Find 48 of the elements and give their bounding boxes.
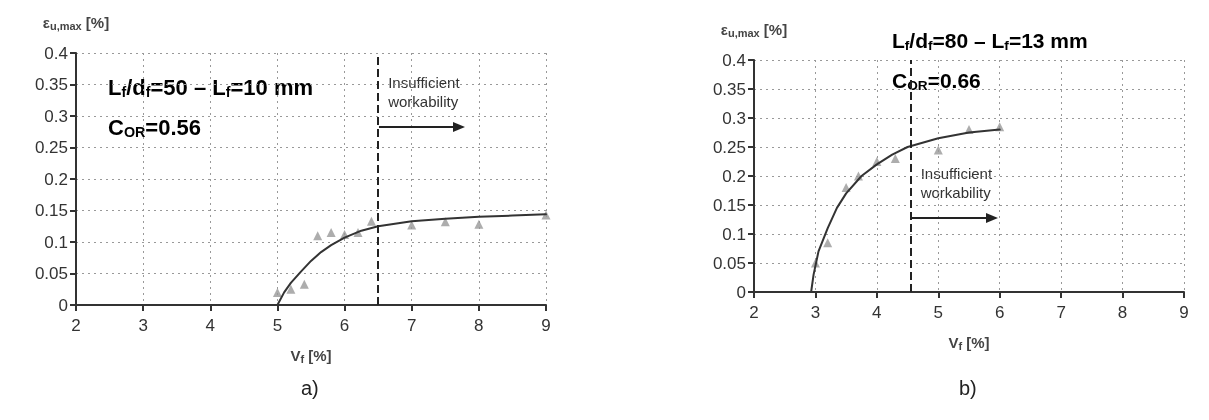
y-tick-label: 0.15 [712,195,746,215]
y-tick-label: 0.4 [722,50,746,70]
annotation: Insufficient workability [387,73,461,110]
x-tick-label: 2 [749,303,759,322]
x-tick-label: 3 [138,316,148,335]
x-tick-label: 9 [541,316,551,335]
x-tick-label: 5 [272,316,283,335]
y-tick-label: 0.05 [34,264,68,283]
x-axis-title: Vf [%] [290,347,332,365]
y-tick-label: 0.35 [34,75,68,94]
y-tick-label: 0.3 [722,108,746,128]
text: a) [301,377,319,399]
x-tick-label: 6 [339,316,350,335]
annotation: COR=0.56 [108,114,201,140]
y-axis-title: εu,max [%] [720,21,788,39]
x-axis-title: Vf [%] [948,334,990,352]
x-tick-label: 8 [474,316,484,335]
x-tick-label: 3 [810,303,821,322]
y-tick-label: 0.25 [34,138,68,157]
point [299,279,309,289]
point [326,228,336,238]
point [366,216,376,226]
y-tick-label: 0.2 [722,166,746,186]
y-axis-title: εu,max [%] [42,14,110,32]
x-tick-label: 7 [406,316,417,335]
x-tick-label: 2 [71,316,81,335]
y-tick-label: 0.35 [712,79,746,99]
y-tick-label: 0.15 [34,201,68,220]
x-tick-label: 7 [1056,303,1066,322]
x-tick-label: 4 [872,303,882,322]
y-tick-label: 0.3 [44,106,68,126]
y-tick-label: 0 [58,295,68,315]
y-tick-label: 0 [736,282,746,302]
x-tick-label: 9 [1179,303,1189,322]
text: b) [959,377,977,399]
x-tick-label: 8 [1117,303,1128,322]
y-tick-label: 0.4 [44,43,68,63]
annotation: Insufficient workability [919,165,993,201]
y-tick-label: 0.25 [712,137,746,157]
x-tick-label: 6 [994,303,1005,322]
y-tick-label: 0.05 [712,253,746,273]
y-tick-label: 0.1 [722,224,746,244]
x-tick-label: 4 [205,316,216,335]
y-tick-label: 0.2 [44,169,68,189]
x-tick-label: 5 [933,303,944,322]
y-tick-label: 0.1 [44,232,68,252]
point [474,219,484,229]
point [286,284,296,294]
